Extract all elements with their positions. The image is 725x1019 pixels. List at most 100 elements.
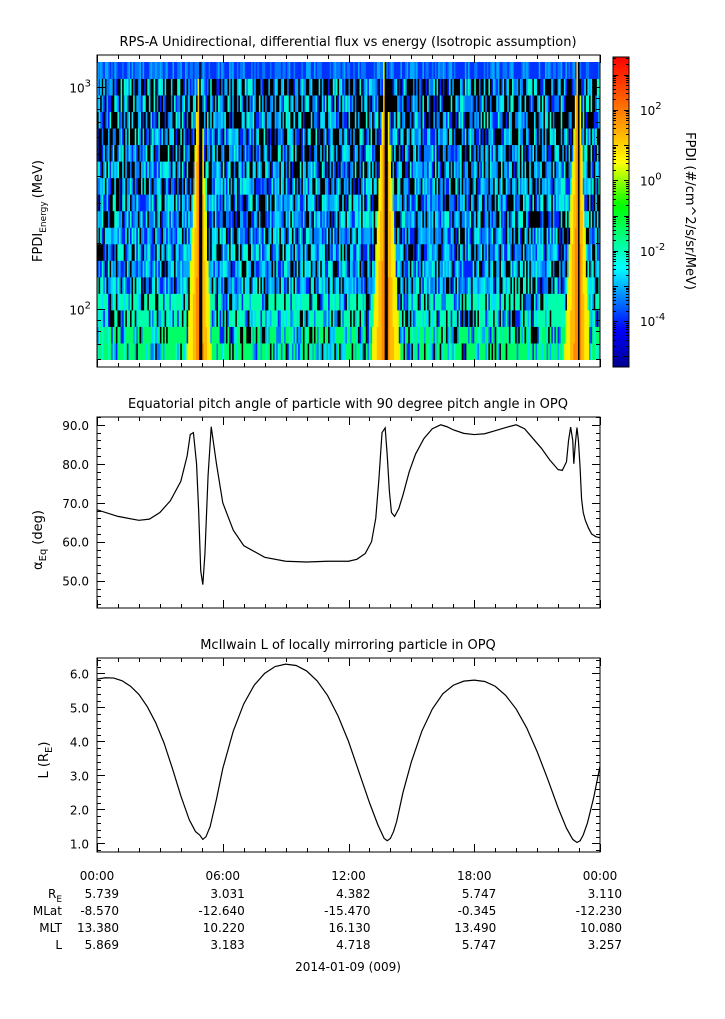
spectrogram-cell <box>416 177 419 195</box>
spectrogram-cell <box>596 243 599 261</box>
spectrogram-cell <box>453 343 456 360</box>
spectrogram-cell <box>324 111 327 129</box>
spectrogram-cell <box>273 95 276 112</box>
spectrogram-cell <box>214 260 217 278</box>
spectrogram-cell <box>142 128 145 146</box>
spectrogram-cell <box>170 326 173 344</box>
spectrogram-cell <box>255 309 258 327</box>
spectrogram-cell <box>581 177 584 195</box>
spectrogram-cell <box>592 111 595 129</box>
spectrogram-cell <box>159 111 162 129</box>
spectrogram-cell <box>106 128 109 146</box>
spectrogram-cell <box>595 128 598 146</box>
spectrogram-cell <box>394 260 397 278</box>
spectrogram-cell <box>260 210 263 228</box>
spectrogram-cell <box>445 309 448 327</box>
spectrogram-cell <box>378 309 381 327</box>
spectrogram-cell <box>328 210 331 228</box>
spectrogram-cell <box>315 161 318 179</box>
spectrogram-cell <box>460 177 463 195</box>
spectrogram-cell <box>202 343 205 360</box>
spectrogram-cell <box>320 326 323 344</box>
spectrogram-cell <box>247 227 250 245</box>
spectrogram-cell <box>463 161 466 179</box>
spectrogram-cell <box>458 111 461 129</box>
spectrogram-cell <box>577 227 580 245</box>
spectrogram-cell <box>524 293 527 311</box>
spectrogram-cell <box>546 343 549 360</box>
spectrogram-cell <box>486 210 489 228</box>
spectrogram-cell <box>130 210 132 228</box>
spectrogram-cell <box>167 293 170 311</box>
spectrogram-cell <box>216 326 219 344</box>
spectrogram-cell <box>477 111 480 129</box>
spectrogram-cell <box>511 293 514 311</box>
spectrogram-cell <box>350 177 353 195</box>
spectrogram-cell <box>337 111 340 129</box>
spectrogram-cell <box>257 210 260 228</box>
spectrogram-cell <box>563 128 566 146</box>
spectrogram-cell <box>540 210 543 228</box>
spectrogram-cell <box>359 111 362 129</box>
spectrogram-cell <box>320 227 323 245</box>
spectrogram-cell <box>346 177 349 195</box>
spectrogram-cell <box>119 343 121 360</box>
spectrogram-cell <box>419 260 422 278</box>
spectrogram-cell <box>354 243 357 261</box>
spectrogram-cell <box>122 260 125 278</box>
spectrogram-cell <box>573 260 576 278</box>
spectrogram-cell <box>208 343 211 360</box>
spectrogram-cell <box>406 326 409 344</box>
spectrogram-cell <box>376 210 379 228</box>
spectrogram-cell <box>301 128 304 146</box>
spectrogram-cell <box>398 309 401 327</box>
spectrogram-cell <box>163 227 165 245</box>
spectrogram-cell <box>570 161 573 179</box>
spectrogram-cell <box>342 293 345 311</box>
spectrogram-cell <box>258 326 261 344</box>
spectrogram-cell <box>530 293 533 311</box>
spectrogram-cell <box>576 194 579 212</box>
spectrogram-cell <box>433 144 436 162</box>
spectrogram-cell <box>273 128 276 146</box>
spectrogram-cell <box>392 111 395 129</box>
spectrogram-cell <box>394 210 397 228</box>
spectrogram-cell <box>461 194 464 212</box>
spectrogram-cell <box>449 243 452 261</box>
spectrogram-cell <box>340 95 343 112</box>
spectrogram-cell <box>235 111 238 129</box>
spectrogram-cell <box>191 194 194 212</box>
spectrogram-cell <box>203 293 206 311</box>
spectrogram-cell <box>213 227 216 245</box>
spectrogram-cell <box>422 128 425 146</box>
spectrogram-cell <box>560 276 563 294</box>
spectrogram-cell <box>348 128 351 146</box>
spectrogram-cell <box>112 227 115 245</box>
spectrogram-cell <box>582 276 585 294</box>
spectrogram-cell <box>378 95 381 112</box>
spectrogram-cell <box>100 161 103 179</box>
spectrogram-cell <box>328 260 331 278</box>
spectrogram-cell <box>570 111 573 129</box>
spectrogram-cell <box>145 144 148 162</box>
spectrogram-cell <box>291 343 294 360</box>
spectrogram-cell <box>447 260 450 278</box>
spectrogram-cell <box>189 210 192 228</box>
spectrogram-cell <box>131 144 134 162</box>
spectrogram-cell <box>340 326 343 344</box>
spectrogram-cell <box>158 144 161 162</box>
spectrogram-cell <box>141 326 143 344</box>
spectrogram-cell <box>488 194 491 212</box>
spectrogram-cell <box>192 276 195 294</box>
spectrogram-cell <box>367 210 370 228</box>
spectrogram-cell <box>535 210 538 228</box>
spectrogram-cell <box>185 177 187 195</box>
spectrogram-cell <box>555 326 558 344</box>
spectrogram-cell <box>408 243 411 261</box>
spectrogram-cell <box>236 111 239 129</box>
spectrogram-cell <box>372 128 375 146</box>
spectrogram-cell <box>491 227 494 245</box>
spectrogram-cell <box>463 343 466 360</box>
spectrogram-cell <box>335 293 338 311</box>
spectrogram-cell <box>114 128 117 146</box>
